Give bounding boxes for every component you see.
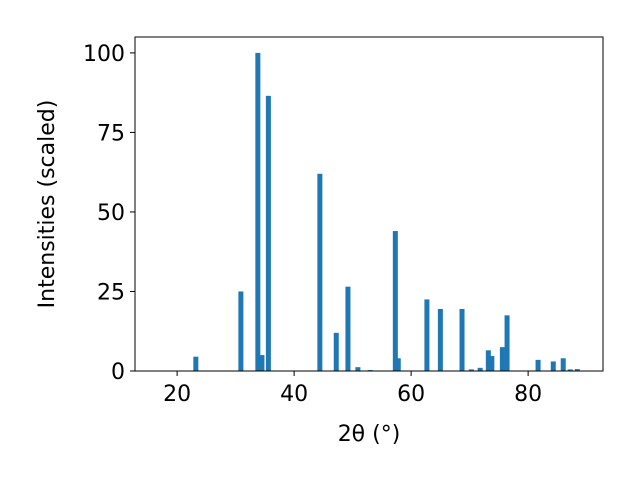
- bar: [355, 367, 361, 371]
- bar: [567, 369, 573, 371]
- bar: [574, 369, 580, 371]
- bar: [550, 361, 556, 371]
- x-tick-label: 20: [163, 382, 191, 407]
- bar: [238, 291, 244, 371]
- x-axis-label: 2θ (°): [338, 422, 401, 447]
- bar: [459, 308, 465, 371]
- x-tick-label: 60: [397, 382, 425, 407]
- bar: [395, 358, 401, 371]
- bar: [345, 286, 351, 371]
- bar: [392, 231, 398, 371]
- bar: [424, 299, 430, 371]
- bar: [468, 369, 474, 371]
- bar: [437, 308, 443, 371]
- x-tick-label: 80: [514, 382, 542, 407]
- plot-frame: [134, 36, 604, 372]
- bar: [265, 95, 271, 371]
- bar: [317, 173, 323, 371]
- y-axis-label: Intensities (scaled): [35, 100, 60, 309]
- y-tick-label: 100: [83, 42, 125, 67]
- bar: [504, 315, 510, 371]
- y-tick-label: 25: [97, 280, 125, 305]
- bar: [499, 347, 505, 371]
- x-tick-label: 40: [280, 382, 308, 407]
- bar: [259, 355, 265, 371]
- bar: [485, 350, 491, 371]
- bar: [193, 356, 199, 371]
- bar: [535, 359, 541, 371]
- bar: [560, 358, 566, 371]
- y-tick-label: 75: [97, 121, 125, 146]
- bar: [477, 367, 483, 371]
- bar: [333, 332, 339, 371]
- bar: [489, 356, 495, 371]
- bar: [255, 52, 261, 372]
- y-tick-label: 50: [97, 201, 125, 226]
- y-tick-label: 0: [111, 360, 125, 385]
